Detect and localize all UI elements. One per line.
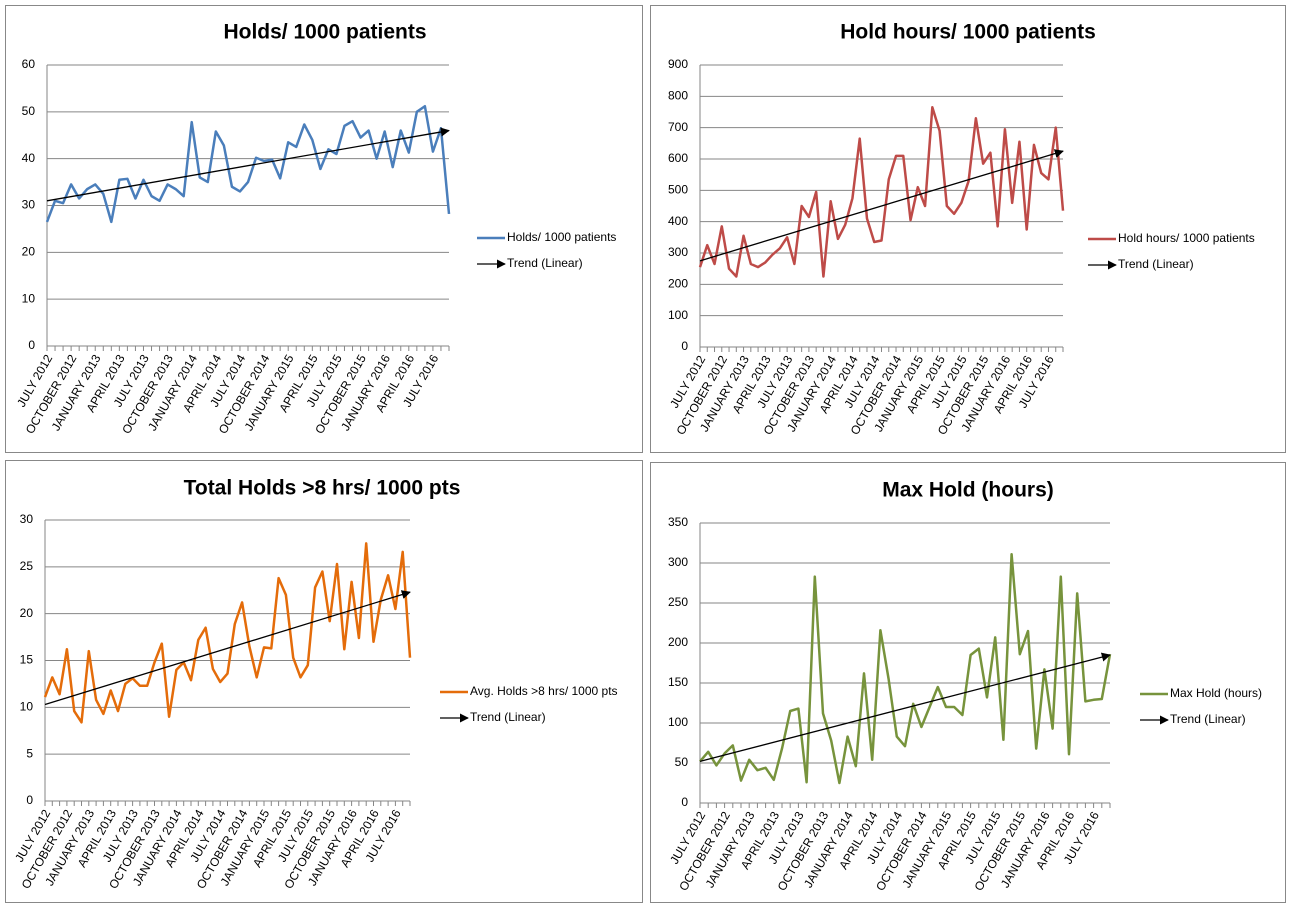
trend-line — [699, 652, 1111, 763]
y-tick-label: 200 — [668, 277, 688, 291]
y-tick-label: 0 — [681, 339, 688, 353]
y-tick-label: 10 — [22, 291, 36, 305]
chart-panel — [650, 5, 1286, 453]
data-line — [698, 106, 1065, 278]
y-tick-label: 200 — [668, 635, 688, 649]
legend-label: Trend (Linear) — [1170, 712, 1246, 726]
y-tick-label: 700 — [668, 120, 688, 134]
legend-label: Hold hours/ 1000 patients — [1118, 231, 1255, 245]
y-tick-label: 60 — [22, 57, 36, 71]
chart-title: Holds/ 1000 patients — [223, 21, 426, 44]
y-tick-label: 10 — [20, 700, 34, 714]
data-line — [43, 542, 412, 724]
y-tick-label: 250 — [668, 595, 688, 609]
y-tick-label: 30 — [22, 198, 36, 212]
y-tick-label: 150 — [668, 675, 688, 689]
data-line — [45, 104, 451, 224]
chart-title: Max Hold (hours) — [882, 479, 1054, 502]
y-tick-label: 300 — [668, 245, 688, 259]
legend-label: Avg. Holds >8 hrs/ 1000 pts — [470, 684, 618, 698]
y-tick-label: 100 — [668, 308, 688, 322]
y-tick-label: 0 — [28, 338, 35, 352]
y-tick-label: 500 — [668, 183, 688, 197]
y-tick-label: 100 — [668, 715, 688, 729]
y-tick-label: 800 — [668, 89, 688, 103]
y-tick-label: 30 — [20, 512, 34, 526]
data-line — [699, 552, 1112, 785]
legend-label: Holds/ 1000 patients — [507, 230, 616, 244]
trend-line — [699, 149, 1064, 262]
legend-label: Trend (Linear) — [1118, 257, 1194, 271]
y-tick-label: 40 — [22, 151, 36, 165]
y-tick-label: 5 — [26, 746, 33, 760]
legend-label: Trend (Linear) — [470, 710, 546, 724]
legend-label: Trend (Linear) — [507, 256, 583, 270]
y-tick-label: 0 — [681, 795, 688, 809]
y-tick-label: 50 — [675, 755, 689, 769]
y-tick-label: 350 — [668, 515, 688, 529]
chart-title: Total Holds >8 hrs/ 1000 pts — [184, 477, 461, 500]
y-tick-label: 15 — [20, 653, 34, 667]
y-tick-label: 400 — [668, 214, 688, 228]
y-tick-label: 20 — [20, 606, 34, 620]
y-tick-label: 50 — [22, 104, 36, 118]
y-tick-label: 600 — [668, 151, 688, 165]
y-tick-label: 0 — [26, 793, 33, 807]
y-tick-label: 20 — [22, 245, 36, 259]
y-tick-label: 900 — [668, 57, 688, 71]
legend-label: Max Hold (hours) — [1170, 686, 1262, 700]
chart-panel — [5, 5, 643, 453]
chart-title: Hold hours/ 1000 patients — [840, 21, 1096, 44]
trend-line — [46, 127, 450, 202]
y-tick-label: 300 — [668, 555, 688, 569]
trend-line — [44, 590, 411, 706]
chart-panel — [5, 460, 643, 903]
y-tick-label: 25 — [20, 559, 34, 573]
